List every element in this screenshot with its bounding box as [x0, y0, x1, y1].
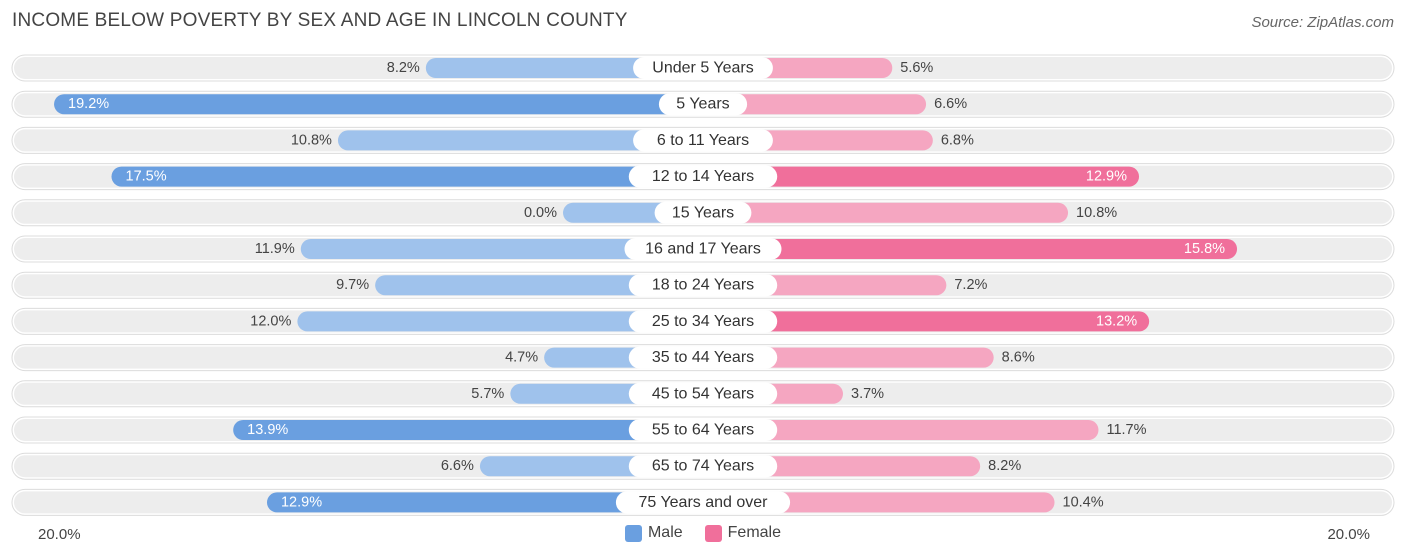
category-label-bg-11 [628, 455, 778, 478]
female-value-label-0: 5.6% [900, 60, 933, 76]
bar-female-12 [703, 492, 1055, 513]
male-value-label-12: 12.9% [281, 494, 322, 510]
legend-swatch-male [624, 524, 642, 542]
bar-male-10 [233, 420, 703, 440]
bar-male-2 [337, 130, 703, 151]
category-label-bg-0 [633, 57, 773, 79]
category-label-bg-12 [615, 491, 791, 514]
category-label-7: 25 to 34 Years [652, 313, 754, 330]
bar-male-12 [266, 492, 703, 513]
chart-svg: Under 5 Years 8.2% 5.6% 5 Years 19.2% 6.6% 6 t… [11, 54, 1395, 516]
legend-label-male: Male [647, 524, 683, 541]
category-label-10: 55 to 64 Years [652, 422, 754, 439]
male-value-label-9: 5.7% [471, 386, 504, 402]
bar-male-3 [111, 166, 703, 187]
female-value-label-10: 11.7% [1106, 422, 1146, 438]
male-value-label-1: 19.2% [68, 96, 109, 112]
bar-male-7 [297, 311, 703, 332]
male-value-label-8: 4.7% [505, 350, 538, 366]
category-label-11: 65 to 74 Years [652, 458, 754, 475]
chart-title: INCOME BELOW POVERTY BY SEX AND AGE IN L… [12, 10, 628, 31]
female-value-label-1: 6.6% [934, 96, 967, 112]
male-value-label-2: 10.8% [291, 132, 332, 148]
male-value-label-3: 17.5% [126, 169, 167, 185]
bar-female-4 [703, 202, 1069, 223]
category-label-bg-1 [658, 93, 748, 116]
male-value-label-5: 11.9% [255, 241, 295, 257]
category-label-bg-2 [633, 129, 773, 152]
male-value-label-0: 8.2% [387, 60, 420, 76]
bar-female-1 [703, 94, 927, 115]
female-value-label-12: 10.4% [1063, 494, 1104, 510]
bar-female-3 [703, 166, 1140, 187]
category-label-12: 75 Years and over [639, 494, 769, 511]
category-label-bg-6 [628, 274, 778, 297]
legend-item-male[interactable]: Male [624, 524, 683, 542]
male-value-label-7: 12.0% [250, 313, 291, 329]
category-label-bg-4 [654, 201, 752, 224]
bar-male-1 [54, 94, 704, 115]
category-label-2: 6 to 11 Years [657, 132, 749, 149]
category-label-bg-9 [628, 382, 778, 405]
legend-label-female: Female [727, 524, 782, 541]
source-credit: Source: ZipAtlas.com [1251, 14, 1394, 31]
category-label-1: 5 Years [676, 96, 729, 113]
category-label-3: 12 to 14 Years [652, 168, 754, 185]
category-label-5: 16 and 17 Years [645, 241, 761, 258]
bar-female-5 [703, 239, 1238, 259]
bar-female-7 [703, 311, 1150, 332]
female-value-label-11: 8.2% [988, 458, 1021, 474]
category-label-bg-10 [628, 419, 778, 441]
female-value-label-7: 13.2% [1096, 313, 1137, 329]
category-label-bg-3 [628, 165, 778, 188]
legend-item-female[interactable]: Female [704, 524, 782, 542]
female-value-label-3: 12.9% [1086, 169, 1127, 185]
axis-label-left: 20.0% [38, 526, 81, 543]
category-label-8: 35 to 44 Years [652, 349, 754, 366]
bar-female-10 [703, 420, 1099, 440]
bar-male-5 [300, 239, 703, 259]
category-label-bg-7 [628, 310, 778, 333]
bar-male-0 [425, 58, 703, 78]
female-value-label-5: 15.8% [1184, 241, 1225, 257]
female-value-label-9: 3.7% [851, 386, 884, 402]
category-label-9: 45 to 54 Years [652, 385, 754, 402]
legend: Male Female [0, 524, 1406, 542]
male-value-label-10: 13.9% [247, 422, 288, 438]
category-label-bg-8 [628, 346, 778, 369]
male-value-label-4: 0.0% [524, 205, 557, 221]
axis-label-right: 20.0% [1327, 526, 1370, 543]
female-value-label-8: 8.6% [1002, 350, 1035, 366]
male-value-label-6: 9.7% [336, 277, 369, 293]
female-value-label-2: 6.8% [941, 132, 974, 148]
legend-swatch-female [704, 524, 722, 542]
bar-male-6 [375, 275, 703, 296]
category-label-4: 15 Years [672, 204, 734, 221]
category-label-bg-5 [624, 238, 782, 260]
category-label-6: 18 to 24 Years [652, 277, 754, 294]
female-value-label-6: 7.2% [954, 277, 987, 293]
male-value-label-11: 6.6% [441, 458, 474, 474]
category-label-0: Under 5 Years [652, 60, 753, 77]
female-value-label-4: 10.8% [1076, 205, 1117, 221]
